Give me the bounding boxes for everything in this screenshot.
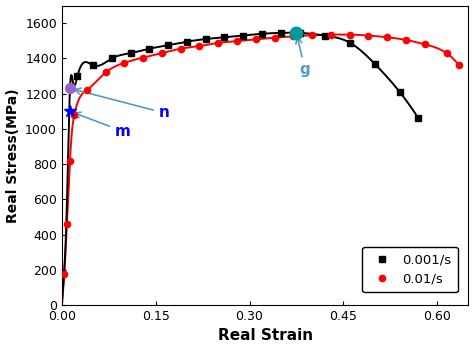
0.01/s [197,44,202,48]
0.001/s [259,32,265,36]
0.01/s [422,42,428,46]
0.001/s [90,64,96,68]
Legend: 0.001/s, 0.01/s: 0.001/s, 0.01/s [363,247,458,292]
0.001/s [74,74,80,78]
0.01/s [103,70,109,75]
0.01/s [347,32,353,37]
0.01/s [159,51,165,55]
Line: 0.001/s: 0.001/s [74,30,421,121]
0.001/s [165,43,171,47]
0.01/s [121,61,127,65]
0.01/s [272,36,277,40]
0.001/s [222,35,228,39]
0.01/s [291,34,296,38]
0.001/s [278,31,283,35]
0.01/s [178,47,183,51]
0.01/s [62,272,67,276]
0.01/s [365,34,371,38]
Text: n: n [74,88,170,120]
0.001/s [203,37,209,41]
0.001/s [109,56,115,60]
Y-axis label: Real Stress(MPa): Real Stress(MPa) [6,88,19,223]
0.01/s [444,51,449,55]
0.01/s [456,64,462,68]
0.01/s [309,33,315,37]
Line: 0.01/s: 0.01/s [61,31,462,277]
Text: g: g [296,37,310,77]
0.001/s [372,61,377,66]
0.01/s [140,55,146,60]
0.001/s [128,51,134,55]
0.01/s [72,113,77,117]
0.001/s [397,90,402,94]
0.01/s [328,32,334,37]
0.001/s [146,47,152,51]
0.01/s [403,38,409,42]
0.001/s [240,34,246,38]
0.001/s [322,34,328,38]
0.001/s [416,116,421,120]
0.01/s [384,35,390,39]
0.01/s [84,88,90,92]
Text: m: m [74,112,131,139]
0.01/s [253,37,259,42]
0.01/s [215,41,221,45]
0.001/s [297,31,302,35]
0.001/s [347,40,353,45]
0.001/s [184,39,190,44]
X-axis label: Real Strain: Real Strain [218,328,313,343]
0.01/s [67,158,73,163]
0.01/s [234,39,240,43]
0.01/s [64,222,70,226]
